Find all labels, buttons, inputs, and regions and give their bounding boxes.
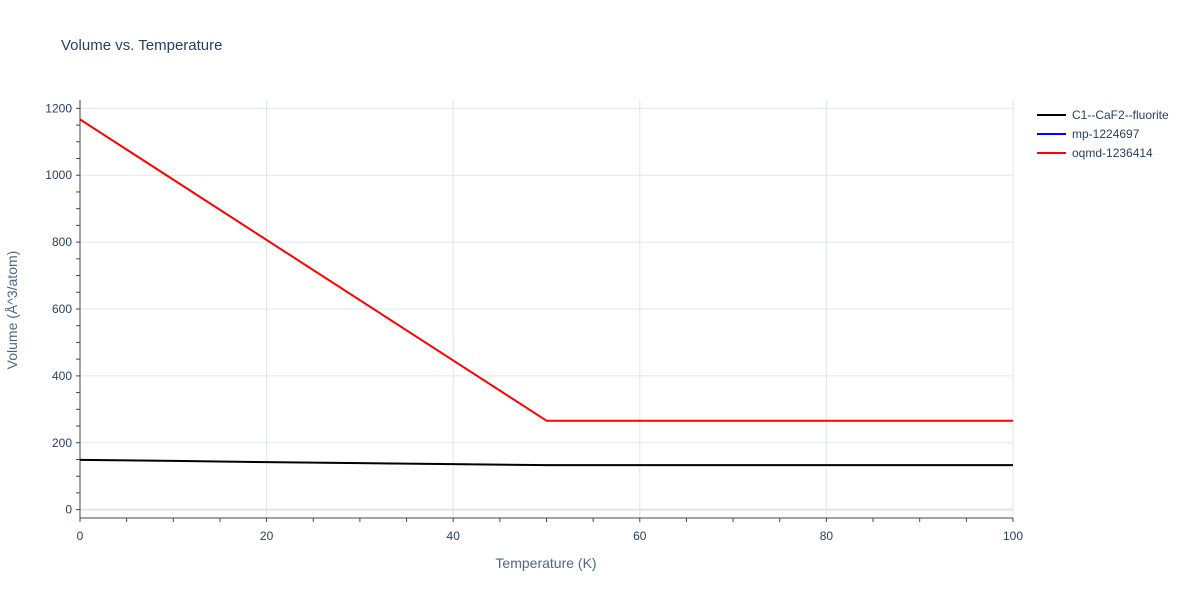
legend-item-0[interactable]: C1--CaF2--fluorite [1037, 108, 1169, 122]
legend-item-2[interactable]: oqmd-1236414 [1037, 146, 1153, 160]
y-tick-label: 0 [65, 503, 72, 517]
y-tick-label: 600 [52, 302, 72, 316]
series-layer [79, 118, 1013, 467]
legend-item-1[interactable]: mp-1224697 [1037, 127, 1140, 141]
legend-label: oqmd-1236414 [1072, 146, 1153, 160]
series-line-2 [79, 118, 1013, 422]
y-tick-label: 1000 [45, 168, 72, 182]
x-tick-label: 20 [260, 529, 274, 543]
legend-label: mp-1224697 [1072, 127, 1140, 141]
y-tick-label: 400 [52, 369, 72, 383]
x-tick-label: 80 [820, 529, 834, 543]
y-tick-label: 800 [52, 235, 72, 249]
legend[interactable]: C1--CaF2--fluorite mp-1224697 oqmd-1236414 [1037, 108, 1169, 160]
grid [79, 100, 1014, 519]
x-axis-label: Temperature (K) [495, 555, 596, 571]
y-axis-label: Volume (Å^3/atom) [4, 251, 20, 370]
x-tick-labels: 0 20 40 60 80 100 [77, 529, 1024, 543]
x-tick-label: 100 [1003, 529, 1023, 543]
y-tick-labels: 0 200 400 600 800 1000 1200 [45, 101, 72, 516]
minor-ticks [76, 107, 1014, 522]
series-line-0 [79, 458, 1013, 467]
y-tick-label: 1200 [45, 101, 72, 115]
legend-label: C1--CaF2--fluorite [1072, 108, 1169, 122]
y-tick-label: 200 [52, 436, 72, 450]
x-tick-label: 0 [77, 529, 84, 543]
x-tick-label: 60 [633, 529, 647, 543]
x-tick-label: 40 [447, 529, 461, 543]
chart-title: Volume vs. Temperature [61, 37, 222, 54]
